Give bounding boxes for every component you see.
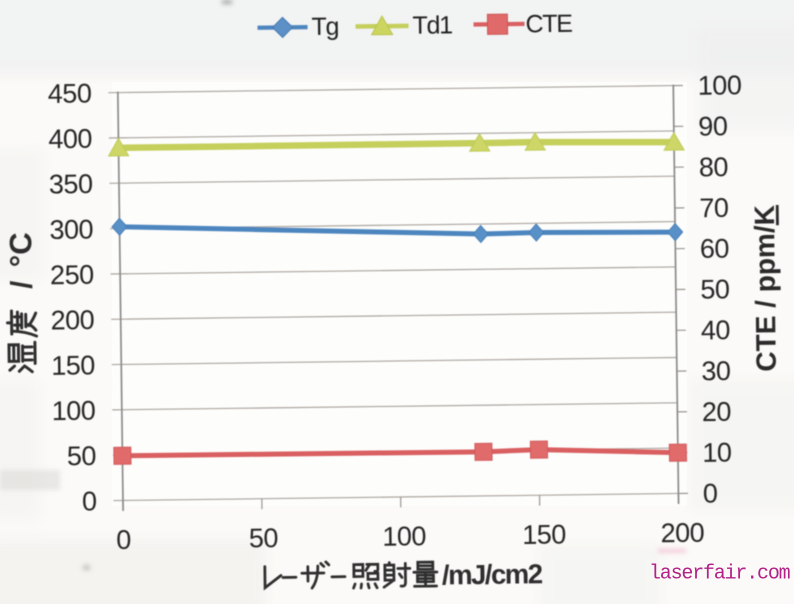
svg-text:CTE: CTE xyxy=(525,10,572,39)
svg-text:30: 30 xyxy=(701,356,730,386)
svg-text:150: 150 xyxy=(522,519,566,550)
svg-text:200: 200 xyxy=(50,305,94,336)
svg-text:laserfair.com: laserfair.com xyxy=(649,563,790,586)
svg-text:0: 0 xyxy=(703,478,718,508)
svg-text:°C: °C xyxy=(3,232,38,267)
svg-text:100: 100 xyxy=(698,70,742,101)
svg-text:Tg: Tg xyxy=(311,13,338,41)
svg-text:10: 10 xyxy=(702,438,731,468)
svg-text:70: 70 xyxy=(699,193,728,223)
svg-text:/mJ/cm2: /mJ/cm2 xyxy=(442,558,543,590)
svg-text:450: 450 xyxy=(48,78,92,109)
svg-text:0: 0 xyxy=(82,486,97,516)
svg-text:300: 300 xyxy=(49,214,93,245)
svg-text:50: 50 xyxy=(67,441,96,471)
svg-text:250: 250 xyxy=(50,260,94,291)
svg-text:20: 20 xyxy=(702,397,731,427)
svg-text:50: 50 xyxy=(700,274,729,304)
svg-text:200: 200 xyxy=(660,518,704,549)
svg-text:350: 350 xyxy=(49,169,93,200)
svg-text:40: 40 xyxy=(701,315,730,345)
svg-text:100: 100 xyxy=(382,521,426,552)
svg-text:Td1: Td1 xyxy=(412,11,452,39)
svg-text:80: 80 xyxy=(699,152,728,182)
svg-text:CTE / ppm/K: CTE / ppm/K xyxy=(749,205,782,372)
svg-text:0: 0 xyxy=(116,525,131,555)
svg-text:150: 150 xyxy=(51,350,95,381)
svg-text:50: 50 xyxy=(249,523,278,553)
svg-text:/: / xyxy=(6,280,39,289)
svg-text:60: 60 xyxy=(700,234,729,264)
svg-text:90: 90 xyxy=(698,111,727,141)
svg-text:100: 100 xyxy=(52,396,96,427)
svg-text:400: 400 xyxy=(48,124,92,155)
